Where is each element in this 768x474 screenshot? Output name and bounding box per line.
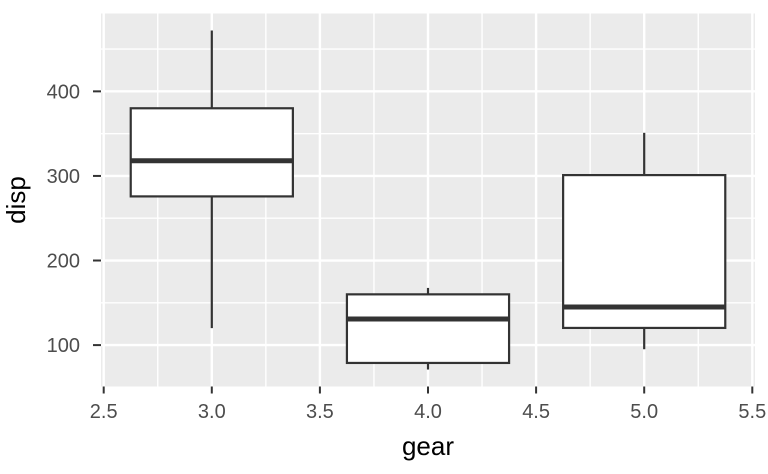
x-axis-tick-label: 4.5 [522,401,550,423]
x-axis-tick-label: 2.5 [90,401,118,423]
boxplot-group-gear-4 [345,287,511,370]
boxplot-group-gear-5 [562,132,727,350]
x-axis-tick-label: 4.0 [414,401,442,423]
y-axis-tick-label: 100 [47,335,80,357]
iqr-box [562,173,727,330]
x-axis-tick-label: 3.5 [306,401,334,423]
y-axis-tick-label: 300 [47,166,80,188]
x-axis-tick-label: 5.0 [630,401,658,423]
x-axis-title: gear [402,431,454,461]
y-axis-tick-label: 400 [47,81,80,103]
boxplot-group-gear-3 [129,30,294,329]
axis-tick-labels: 2.5 3.0 3.5 4.0 4.5 5.0 5.5 100 200 300 400 [47,81,767,423]
axis-tick-marks [93,90,754,394]
y-axis-title: disp [1,176,31,224]
y-axis-tick-label: 200 [47,251,80,273]
iqr-box [129,107,294,198]
x-axis-tick-label: 3.0 [198,401,226,423]
iqr-box [345,293,511,365]
x-axis-tick-label: 5.5 [738,401,766,423]
boxplot-geoms [129,30,727,370]
